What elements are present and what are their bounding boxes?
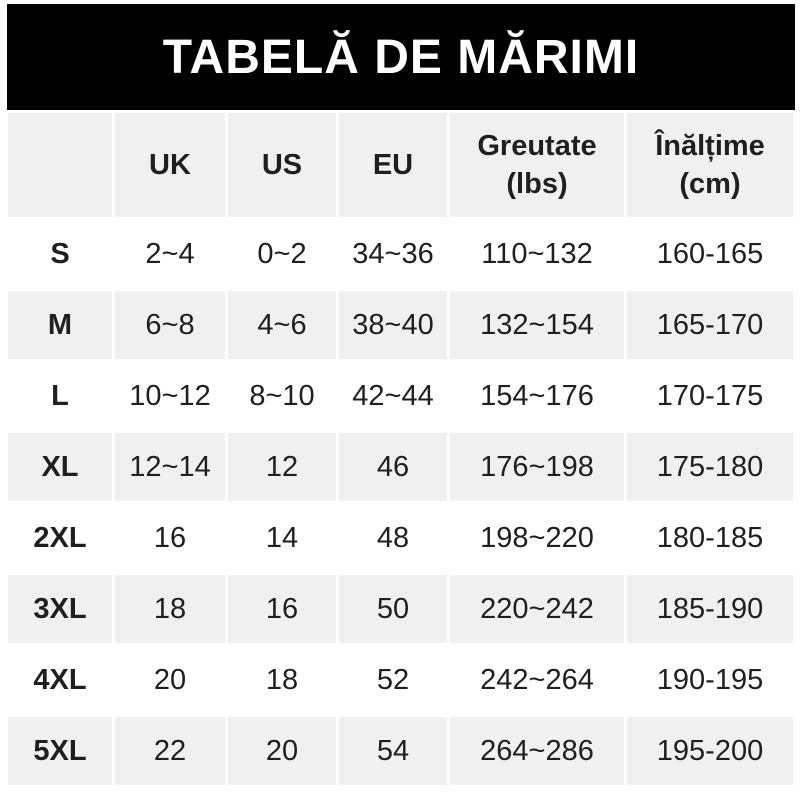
column-header-label: UK <box>149 149 191 181</box>
cell-weight: 154~176 <box>450 362 624 430</box>
table-row-XL: XL 12~14 12 46 176~198 175-180 <box>8 433 793 501</box>
table-row-2XL: 2XL 16 14 48 198~220 180-185 <box>8 504 793 572</box>
cell-weight: 176~198 <box>450 433 624 501</box>
cell-eu: 46 <box>339 433 447 501</box>
cell-weight: 198~220 <box>450 504 624 572</box>
column-header-us: US <box>228 113 336 217</box>
cell-us: 20 <box>228 717 336 785</box>
table-row-4XL: 4XL 20 18 52 242~264 190-195 <box>8 646 793 714</box>
cell-uk: 22 <box>115 717 225 785</box>
column-header-sublabel: (lbs) <box>506 168 568 200</box>
size-label: M <box>8 291 112 359</box>
cell-us: 12 <box>228 433 336 501</box>
cell-us: 0~2 <box>228 220 336 288</box>
cell-us: 8~10 <box>228 362 336 430</box>
cell-height: 185-190 <box>627 575 793 643</box>
cell-eu: 34~36 <box>339 220 447 288</box>
cell-height: 180-185 <box>627 504 793 572</box>
cell-uk: 2~4 <box>115 220 225 288</box>
table-row-S: S 2~4 0~2 34~36 110~132 160-165 <box>8 220 793 288</box>
cell-eu: 48 <box>339 504 447 572</box>
column-header-label: Greutate <box>477 130 597 162</box>
size-label: XL <box>8 433 112 501</box>
column-header-height: Înălțime (cm) <box>627 113 793 217</box>
column-header-size <box>8 113 112 217</box>
cell-eu: 42~44 <box>339 362 447 430</box>
cell-us: 16 <box>228 575 336 643</box>
cell-uk: 18 <box>115 575 225 643</box>
size-table: UK US EU Greutate (lbs) Înălțime (cm) S 2~4 0~2 3… <box>5 110 796 788</box>
cell-eu: 52 <box>339 646 447 714</box>
cell-eu: 38~40 <box>339 291 447 359</box>
cell-weight: 132~154 <box>450 291 624 359</box>
table-row-L: L 10~12 8~10 42~44 154~176 170-175 <box>8 362 793 430</box>
cell-us: 18 <box>228 646 336 714</box>
size-label: 2XL <box>8 504 112 572</box>
cell-weight: 264~286 <box>450 717 624 785</box>
size-chart-banner: TABELĂ DE MĂRIMI <box>7 4 795 110</box>
size-label: 5XL <box>8 717 112 785</box>
cell-uk: 6~8 <box>115 291 225 359</box>
size-label: 4XL <box>8 646 112 714</box>
cell-weight: 220~242 <box>450 575 624 643</box>
cell-uk: 16 <box>115 504 225 572</box>
table-row-3XL: 3XL 18 16 50 220~242 185-190 <box>8 575 793 643</box>
column-header-label: EU <box>372 149 414 181</box>
page-title: TABELĂ DE MĂRIMI <box>162 30 640 84</box>
cell-us: 4~6 <box>228 291 336 359</box>
cell-weight: 110~132 <box>450 220 624 288</box>
table-row-M: M 6~8 4~6 38~40 132~154 165-170 <box>8 291 793 359</box>
cell-height: 165-170 <box>627 291 793 359</box>
cell-weight: 242~264 <box>450 646 624 714</box>
cell-height: 175-180 <box>627 433 793 501</box>
size-label: 3XL <box>8 575 112 643</box>
size-table-head: UK US EU Greutate (lbs) Înălțime (cm) <box>8 113 793 217</box>
cell-us: 14 <box>228 504 336 572</box>
cell-height: 190-195 <box>627 646 793 714</box>
size-label: S <box>8 220 112 288</box>
cell-height: 195-200 <box>627 717 793 785</box>
cell-eu: 54 <box>339 717 447 785</box>
column-header-weight: Greutate (lbs) <box>450 113 624 217</box>
cell-eu: 50 <box>339 575 447 643</box>
size-table-body: S 2~4 0~2 34~36 110~132 160-165 M 6~8 4~6 38~40 13… <box>8 220 793 785</box>
column-header-uk: UK <box>115 113 225 217</box>
size-label: L <box>8 362 112 430</box>
cell-uk: 10~12 <box>115 362 225 430</box>
cell-uk: 12~14 <box>115 433 225 501</box>
cell-height: 170-175 <box>627 362 793 430</box>
column-header-sublabel: (cm) <box>679 168 741 200</box>
header-row: UK US EU Greutate (lbs) Înălțime (cm) <box>8 113 793 217</box>
table-row-5XL: 5XL 22 20 54 264~286 195-200 <box>8 717 793 785</box>
column-header-eu: EU <box>339 113 447 217</box>
column-header-label: US <box>261 149 303 181</box>
cell-uk: 20 <box>115 646 225 714</box>
cell-height: 160-165 <box>627 220 793 288</box>
column-header-label: Înălțime <box>655 130 765 162</box>
